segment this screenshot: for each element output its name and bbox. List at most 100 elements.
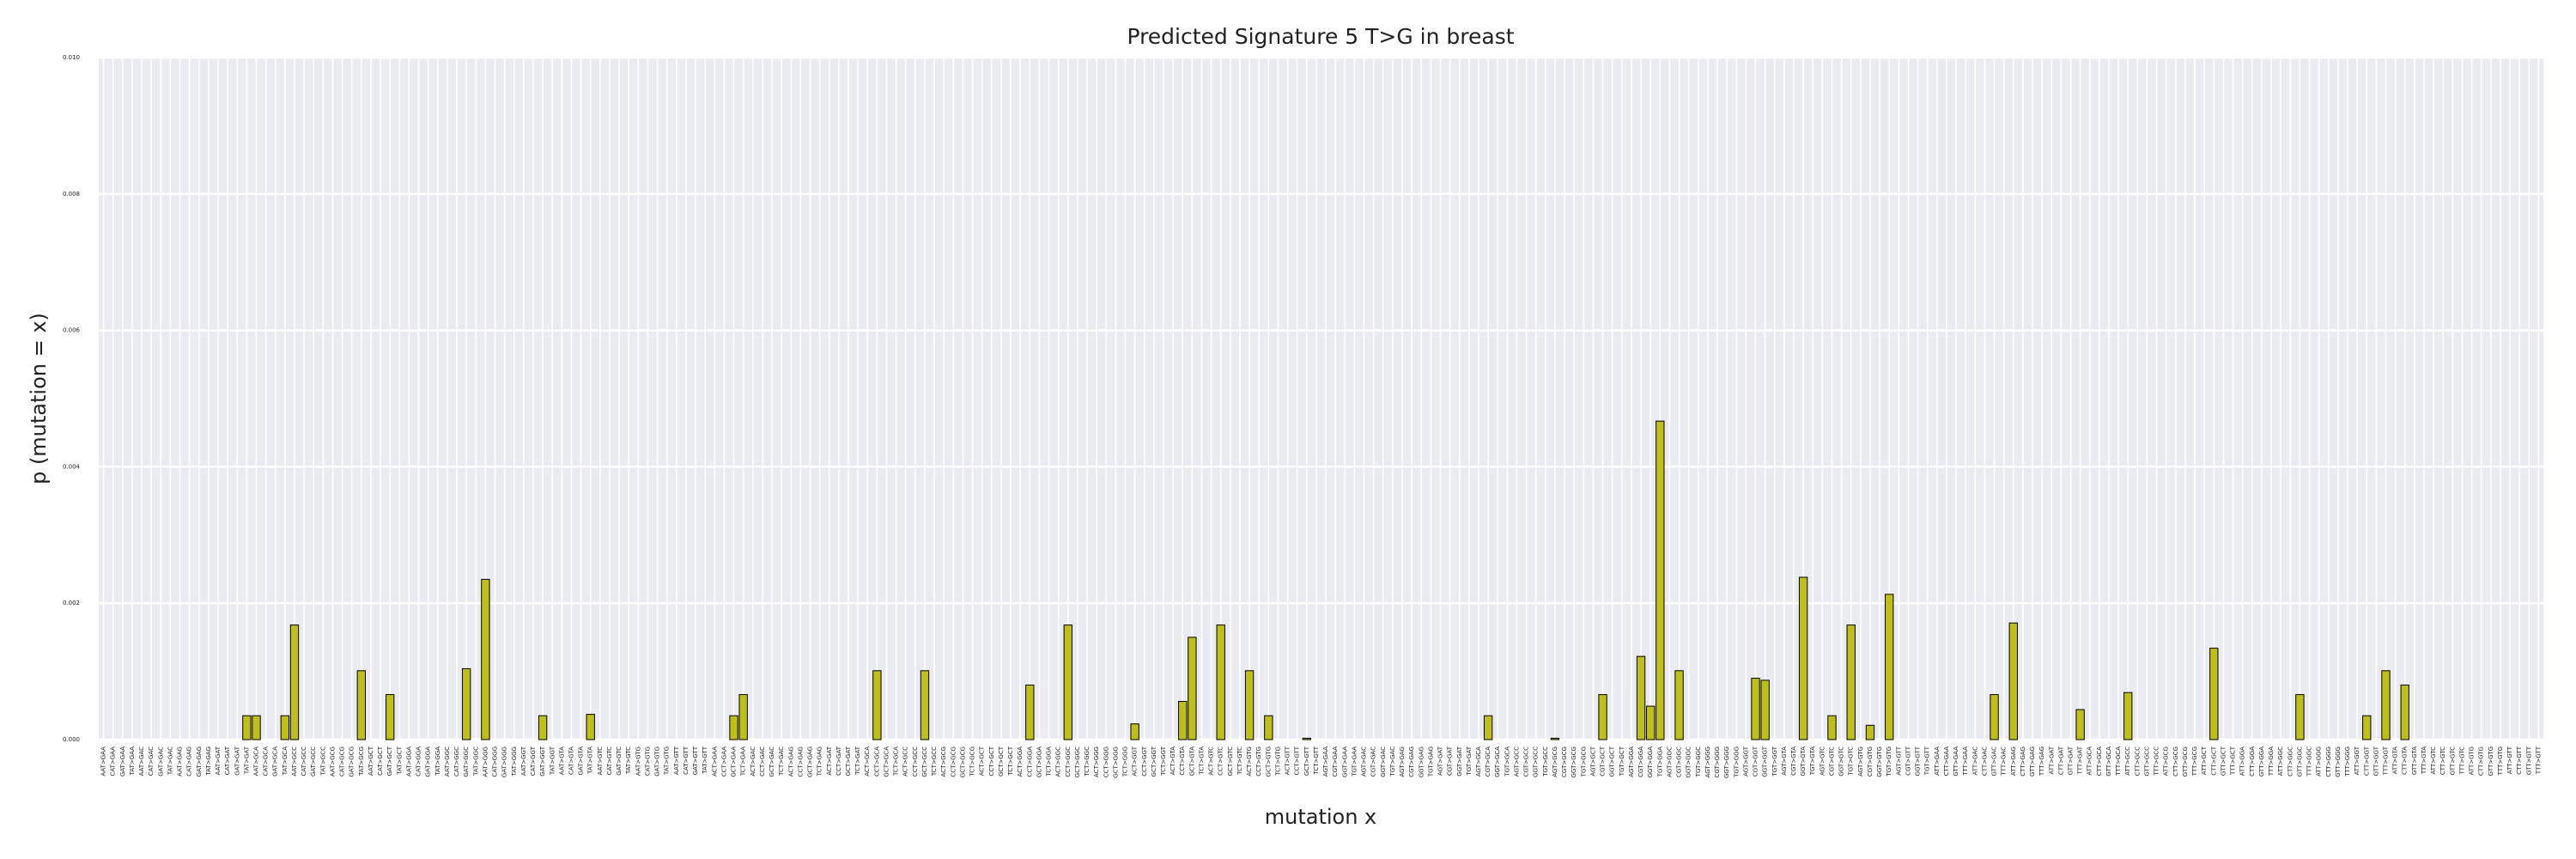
x-tick-label: TAT>GTA [587,746,594,775]
x-tick-label: CAT>GGT [530,746,537,776]
x-tick-label: GGT>GAT [1456,746,1463,776]
x-tick-label: AGT>GGC [1666,746,1673,777]
x-tick-label: GGT>GCG [1571,746,1577,777]
x-tick-label: CGT>GTA [1790,746,1797,776]
x-tick-label: CAT>GAC [148,746,155,776]
x-tick-label: GCT>GAC [769,746,775,777]
x-tick-label: GCT>GGA [1036,746,1042,777]
x-tick-label: AAT>GGC [444,746,451,777]
x-tick-label: CCT>GAT [835,746,842,776]
x-tick-label: CCT>GAA [720,746,727,777]
x-tick-label: CAT>GTA [568,746,574,775]
x-tick-label: CTT>GGT [2363,746,2370,776]
x-tick-label: GAT>GTG [654,746,661,777]
x-tick-label: GTT>GGT [2372,746,2379,776]
chart-title: Predicted Signature 5 T>G in breast [1127,24,1514,49]
x-tick-label: TCT>GCC [931,746,938,777]
x-tick-label: CGT>GAA [1332,746,1339,777]
x-tick-label: GAT>GGC [463,746,470,777]
x-tick-label: TTT>GTT [2535,746,2542,775]
x-tick-label: CCT>GAG [797,746,804,777]
x-tick-label: CTT>GGC [2287,746,2293,777]
x-tick-label: ATT>GGT [2354,746,2360,775]
x-tick-label: CGT>GCC [1523,746,1530,777]
bar [729,715,738,740]
x-tick-label: TGT>GTG [1886,746,1893,777]
bar [252,715,261,740]
x-tick-label: CTT>GAC [1981,746,1988,776]
x-tick-label: AGT>GAG [1399,746,1406,777]
x-tick-label: TTT>GAC [2001,746,2008,777]
x-tick-label: AGT>GCT [1589,746,1596,776]
x-tick-label: GAT>GCT [386,746,393,776]
x-tick-label: CGT>GTT [1905,746,1911,776]
plot-background [99,58,2543,740]
y-tick-label: 0.008 [63,191,80,198]
x-tick-label: AGT>GGT [1742,746,1749,777]
x-tick-label: GCT>GGT [1151,746,1157,777]
x-tick-label: ATT>GTA [2392,746,2399,774]
x-tick-label: ACT>GAG [787,746,794,777]
x-tick-label: ATT>GGC [2277,746,2284,776]
x-tick-label: AAT>GTA [558,746,565,775]
bar [1846,624,1856,740]
x-tick-label: TCT>GCA [893,746,900,777]
x-tick-label: GAT>GCA [272,746,279,777]
bar [1674,670,1684,740]
x-tick-label: GTT>GCC [2143,746,2150,777]
x-tick-label: GCT>GCC [921,746,928,777]
bar [1264,715,1273,740]
x-tick-label: CCT>GCG [950,746,957,777]
x-tick-label: ATT>GAC [1971,746,1978,776]
x-tick-label: ATT>GCT [2201,746,2208,775]
x-tick-label: TTT>GTC [2458,746,2465,775]
x-tick-label: TAT>GAC [167,746,173,776]
x-tick-label: ACT>GCA [864,746,871,777]
x-tick-label: TCT>GTG [1274,746,1281,777]
x-tick-label: GCT>GGC [1074,746,1081,777]
x-tick-label: TCT>GAC [778,746,785,777]
bar [1865,724,1875,740]
x-tick-label: GCT>GTC [1227,746,1234,776]
x-tick-label: CGT>GGG [1714,746,1721,777]
y-axis-label: p (mutation = x) [27,313,51,484]
bar [1302,737,1311,740]
x-tick-label: TAT>GGT [549,746,556,776]
bar [1636,655,1646,740]
x-tick-label: CGT>GAC [1370,746,1377,777]
x-tick-label: GGT>GCT [1609,746,1616,777]
x-tick-label: ATT>GGG [2316,746,2323,777]
bar [1990,694,1999,740]
x-tick-label: AGT>GTT [1895,746,1902,775]
x-tick-label: TGT>GTA [1809,746,1816,776]
x-tick-label: TAT>GAT [243,746,250,775]
bar [289,624,300,740]
x-tick-label: GTT>GTG [2488,746,2494,776]
x-tick-label: CCT>GGT [1141,746,1148,777]
x-tick-label: TAT>GTG [664,746,671,776]
y-tick-label: 0.000 [63,736,80,743]
x-tick-label: CAT>GTT [683,746,690,775]
x-tick-label: CTT>GCG [2172,746,2179,777]
x-tick-label: GTT>GGG [2335,746,2342,777]
x-tick-label: TTT>GAT [2077,746,2084,775]
x-tick-label: AAT>GAA [100,746,107,777]
x-tick-label: TGT>GGG [1733,746,1740,778]
x-tick-label: GAT>GCG [349,746,355,777]
x-tick-label: GTT>GTA [2411,746,2418,775]
x-tick-label: CTT>GCA [2096,746,2103,776]
bar [2400,684,2409,740]
x-tick-label: GTT>GGA [2258,746,2265,777]
x-tick-label: GCT>GAT [845,746,852,776]
x-tick-label: GGT>GTC [1838,746,1845,777]
y-tick-label: 0.010 [63,54,80,61]
x-tick-label: CGT>GTC [1828,746,1835,776]
x-tick-label: CTT>GTT [2516,746,2523,775]
x-tick-label: GGT>GAC [1380,746,1387,777]
x-tick-label: GTT>GAC [1991,746,1998,777]
x-tick-label: TTT>GGG [2344,746,2351,777]
x-tick-label: CGT>GCA [1485,746,1492,777]
x-tick-label: ACT>GAT [826,746,833,775]
x-tick-label: CTT>GGA [2249,746,2256,777]
x-tick-label: CCT>GCC [912,746,919,777]
